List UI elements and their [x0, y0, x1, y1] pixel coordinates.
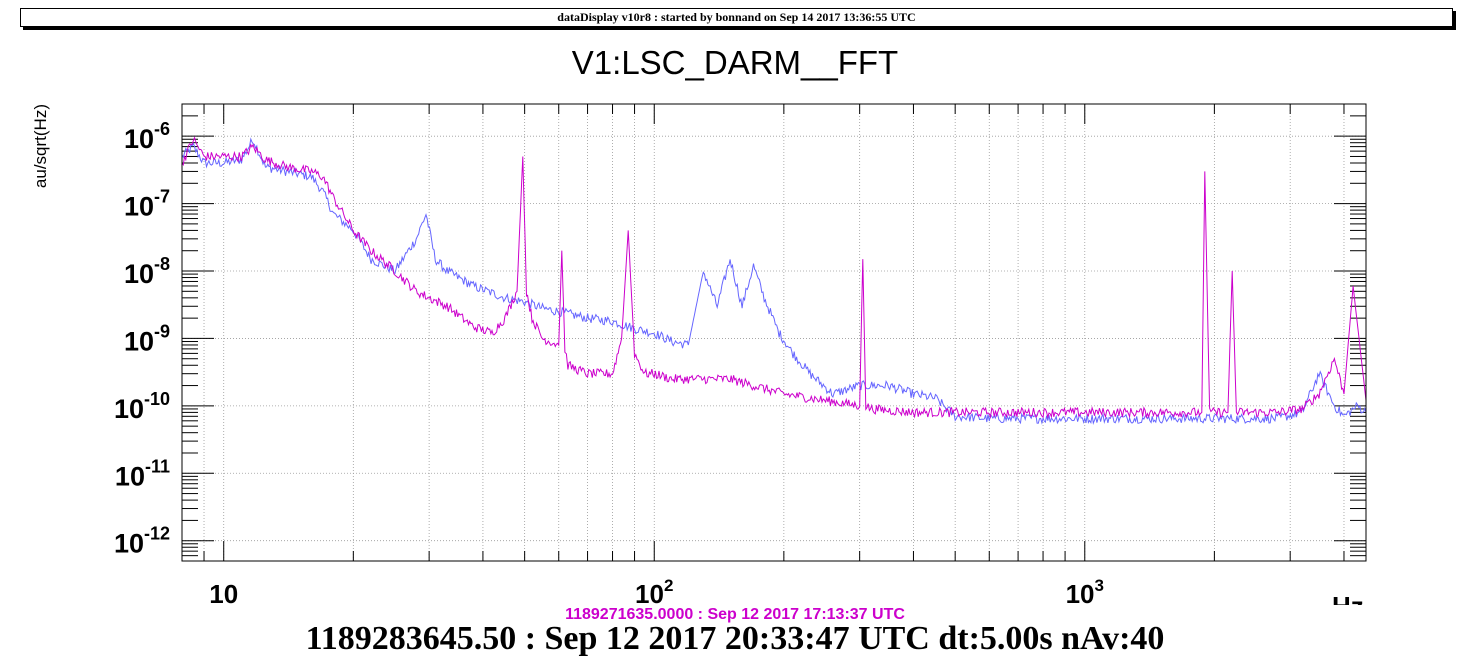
y-axis-label: au/sqrt(Hz) [31, 104, 50, 188]
footer-timestamp: 1189283645.50 : Sep 12 2017 20:33:47 UTC… [305, 620, 1165, 657]
y-tick-label-base: 10 [124, 326, 154, 356]
y-tick-label-exp: -12 [144, 524, 170, 544]
y-tick-label-exp: -8 [154, 254, 170, 274]
chart-title: V1:LSC_DARM__FFT [572, 44, 898, 81]
x-tick-label: 10 [209, 579, 238, 609]
plot-frame [181, 103, 1367, 562]
series-line [181, 137, 1367, 425]
y-tick-label-exp: -9 [154, 321, 170, 341]
y-tick-label-base: 10 [115, 461, 145, 491]
y-tick-label-exp: -11 [145, 456, 170, 476]
x-tick-label-base: 10 [209, 579, 238, 609]
window-title-bar: dataDisplay v10r8 : started by bonnand o… [20, 8, 1453, 27]
y-tick-label: 10-11 [115, 456, 170, 491]
reference-timestamp: 1189271635.0000 : Sep 12 2017 17:13:37 U… [565, 606, 905, 623]
series-line [181, 136, 1367, 420]
y-tick-label-base: 10 [114, 394, 144, 424]
window-title: dataDisplay v10r8 : started by bonnand o… [557, 10, 916, 24]
y-tick-label-base: 10 [124, 124, 154, 154]
y-tick-label-base: 10 [124, 192, 154, 222]
axis-ticks [181, 103, 1366, 562]
x-tick-label: 103 [1066, 576, 1104, 609]
x-tick-label-base: 10 [635, 579, 664, 609]
y-tick-label: 10-9 [124, 321, 170, 356]
y-tick-label: 10-8 [124, 254, 170, 289]
y-tick-label-exp: -10 [144, 389, 170, 409]
y-tick-label: 10-12 [114, 524, 170, 559]
x-tick-label-exp: 3 [1095, 576, 1104, 595]
x-tick-label-base: 10 [1066, 579, 1095, 609]
x-tick-label: 102 [635, 576, 673, 609]
x-axis-label: Hz [1332, 591, 1364, 621]
y-tick-label: 10-6 [124, 119, 170, 154]
x-axis-label-clip: Hz [1332, 591, 1364, 621]
y-tick-label: 10-7 [124, 187, 170, 222]
y-tick-label-exp: -7 [154, 187, 170, 207]
y-tick-label-base: 10 [124, 259, 154, 289]
y-tick-label-exp: -6 [154, 119, 170, 139]
y-tick-label: 10-10 [114, 389, 170, 424]
y-tick-label-base: 10 [114, 529, 144, 559]
x-tick-labels: 10 102 103 [209, 576, 1104, 609]
series-group [181, 136, 1367, 425]
grid [181, 104, 1366, 561]
x-tick-label-exp: 2 [664, 576, 673, 595]
